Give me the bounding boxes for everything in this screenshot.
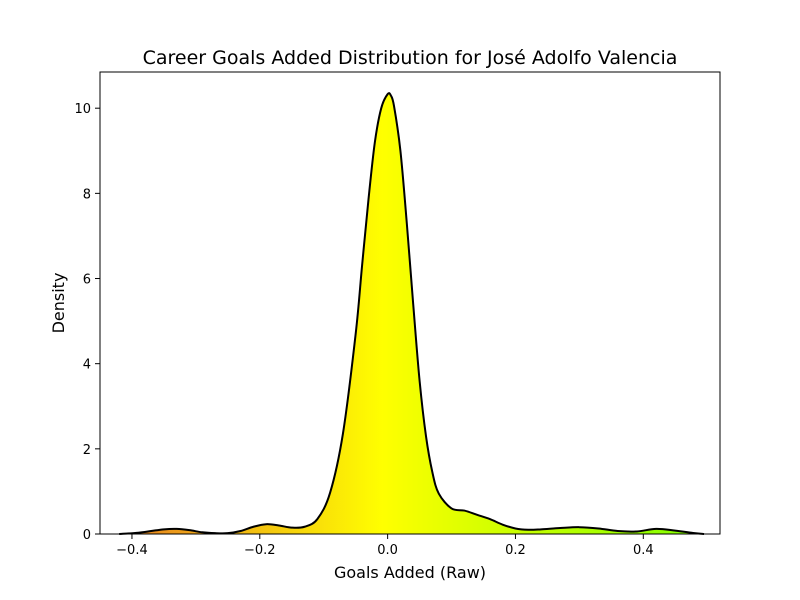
y-tick-label: 6 bbox=[83, 273, 91, 288]
y-tick-label: 10 bbox=[74, 102, 91, 117]
plot-area bbox=[119, 92, 705, 535]
x-axis-label: Goals Added (Raw) bbox=[334, 563, 486, 582]
density-curve bbox=[119, 92, 705, 535]
chart-title: Career Goals Added Distribution for José… bbox=[143, 47, 678, 69]
y-tick-label: 8 bbox=[83, 187, 91, 202]
x-tick-label: 0.4 bbox=[633, 543, 654, 558]
y-axis-label: Density bbox=[49, 273, 68, 334]
density-fill-area bbox=[119, 93, 705, 535]
axis-ticks: −0.4 −0.2 0.0 0.2 0.4 0 2 4 6 8 10 bbox=[74, 102, 653, 558]
y-tick-label: 0 bbox=[83, 528, 91, 543]
axes-frame bbox=[99, 71, 721, 535]
x-tick-label: −0.2 bbox=[244, 543, 276, 558]
x-tick-label: 0.2 bbox=[505, 543, 526, 558]
y-tick-label: 2 bbox=[83, 443, 91, 458]
y-tick-label: 4 bbox=[83, 358, 91, 373]
x-tick-label: 0.0 bbox=[377, 543, 398, 558]
x-tick-label: −0.4 bbox=[116, 543, 148, 558]
